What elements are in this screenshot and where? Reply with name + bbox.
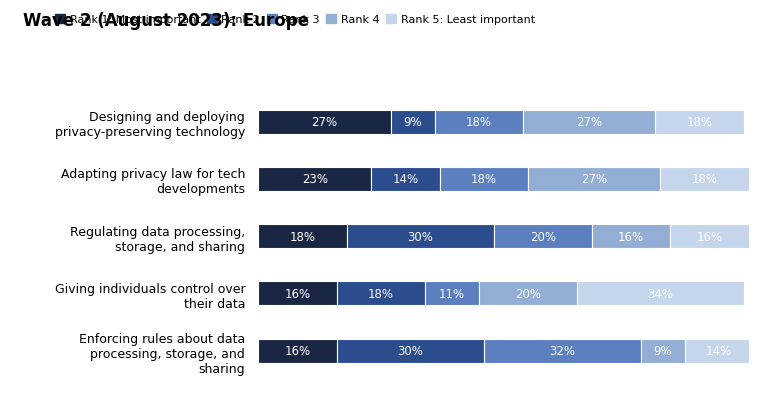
Text: 18%: 18% [471, 173, 497, 186]
Bar [523, 110, 655, 134]
Text: 9%: 9% [404, 116, 422, 129]
Bar [494, 225, 592, 249]
Bar [258, 339, 337, 363]
Text: 14%: 14% [392, 173, 419, 186]
Bar [479, 282, 577, 306]
Text: 18%: 18% [692, 173, 717, 186]
Text: 16%: 16% [696, 230, 723, 243]
Legend: Rank 1: Most important, Rank 2, Rank 3, Rank 4, Rank 5: Least important: Rank 1: Most important, Rank 2, Rank 3, … [51, 11, 539, 30]
Bar [337, 339, 484, 363]
Bar [660, 168, 749, 192]
Text: 18%: 18% [290, 230, 315, 243]
Bar [528, 168, 660, 192]
Bar [371, 168, 440, 192]
Bar [435, 110, 523, 134]
Bar [258, 110, 391, 134]
Bar [577, 282, 744, 306]
Bar [685, 339, 753, 363]
Text: 18%: 18% [466, 116, 492, 129]
Bar [391, 110, 435, 134]
Bar [258, 282, 337, 306]
Text: 9%: 9% [654, 344, 672, 357]
Text: 18%: 18% [368, 287, 394, 300]
Text: 14%: 14% [706, 344, 732, 357]
Text: 20%: 20% [515, 287, 541, 300]
Bar [484, 339, 641, 363]
Bar [425, 282, 479, 306]
Bar [655, 110, 744, 134]
Bar [258, 225, 347, 249]
Text: 30%: 30% [407, 230, 433, 243]
Text: 27%: 27% [312, 116, 337, 129]
Text: 27%: 27% [581, 173, 607, 186]
Bar [592, 225, 670, 249]
Bar [347, 225, 494, 249]
Text: 16%: 16% [618, 230, 644, 243]
Bar [670, 225, 749, 249]
Text: 20%: 20% [530, 230, 556, 243]
Text: 16%: 16% [284, 287, 311, 300]
Bar [258, 168, 371, 192]
Bar [641, 339, 685, 363]
Text: 30%: 30% [397, 344, 423, 357]
Text: 16%: 16% [284, 344, 311, 357]
Text: 23%: 23% [302, 173, 328, 186]
Text: 18%: 18% [686, 116, 713, 129]
Text: Wave 2 (August 2023): Europe: Wave 2 (August 2023): Europe [23, 12, 309, 30]
Bar [440, 168, 528, 192]
Text: 11%: 11% [439, 287, 465, 300]
Text: 34%: 34% [648, 287, 673, 300]
Text: 27%: 27% [576, 116, 603, 129]
Bar [337, 282, 425, 306]
Text: 32%: 32% [549, 344, 575, 357]
